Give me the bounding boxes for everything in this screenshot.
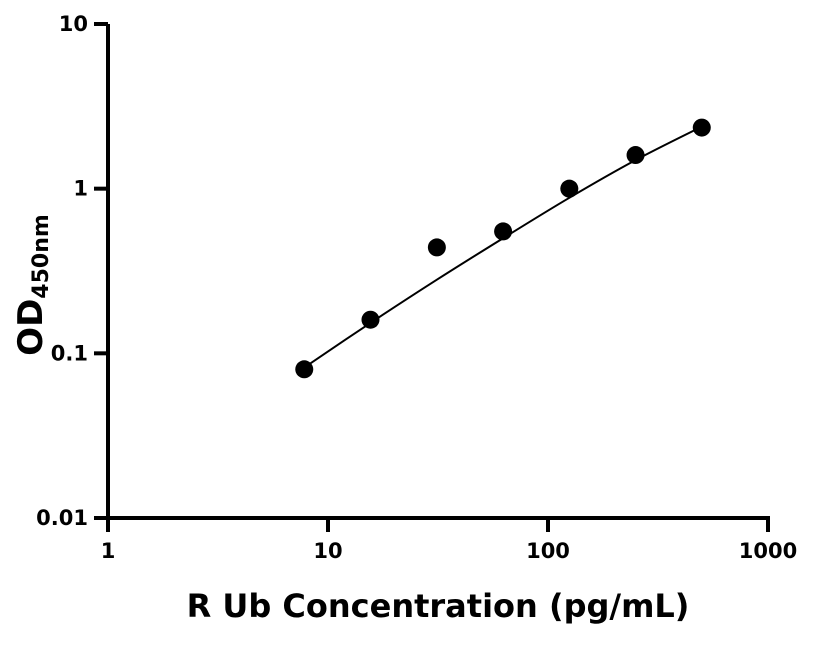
x-tick-label: 10 <box>313 539 342 563</box>
x-tick-label: 1000 <box>739 539 797 563</box>
data-point <box>626 146 645 165</box>
y-tick-label: 10 <box>59 12 88 36</box>
y-axis-title-main: OD <box>11 299 51 356</box>
data-point <box>692 118 711 137</box>
y-tick-label: 0.01 <box>36 506 88 530</box>
axis-labels: R Ub Concentration (pg/mL) OD450nm <box>11 214 689 625</box>
data-point <box>560 179 579 198</box>
data-point <box>295 360 314 379</box>
x-tick-label: 1 <box>101 539 116 563</box>
data-point <box>361 310 380 329</box>
y-axis-title-subscript: 450nm <box>29 214 54 299</box>
y-axis-title: OD450nm <box>11 214 54 356</box>
y-tick-label: 1 <box>73 177 88 201</box>
axes: 10 1 0.1 0.01 1 10 100 1000 <box>36 12 797 563</box>
data-points <box>295 118 711 379</box>
x-axis-title: R Ub Concentration (pg/mL) <box>187 587 690 625</box>
data-point <box>427 238 446 257</box>
fit-curve-layer <box>303 125 703 369</box>
fit-curve <box>303 125 703 369</box>
y-tick-label: 0.1 <box>51 341 88 365</box>
x-tick-label: 100 <box>526 539 570 563</box>
data-point <box>494 222 513 241</box>
